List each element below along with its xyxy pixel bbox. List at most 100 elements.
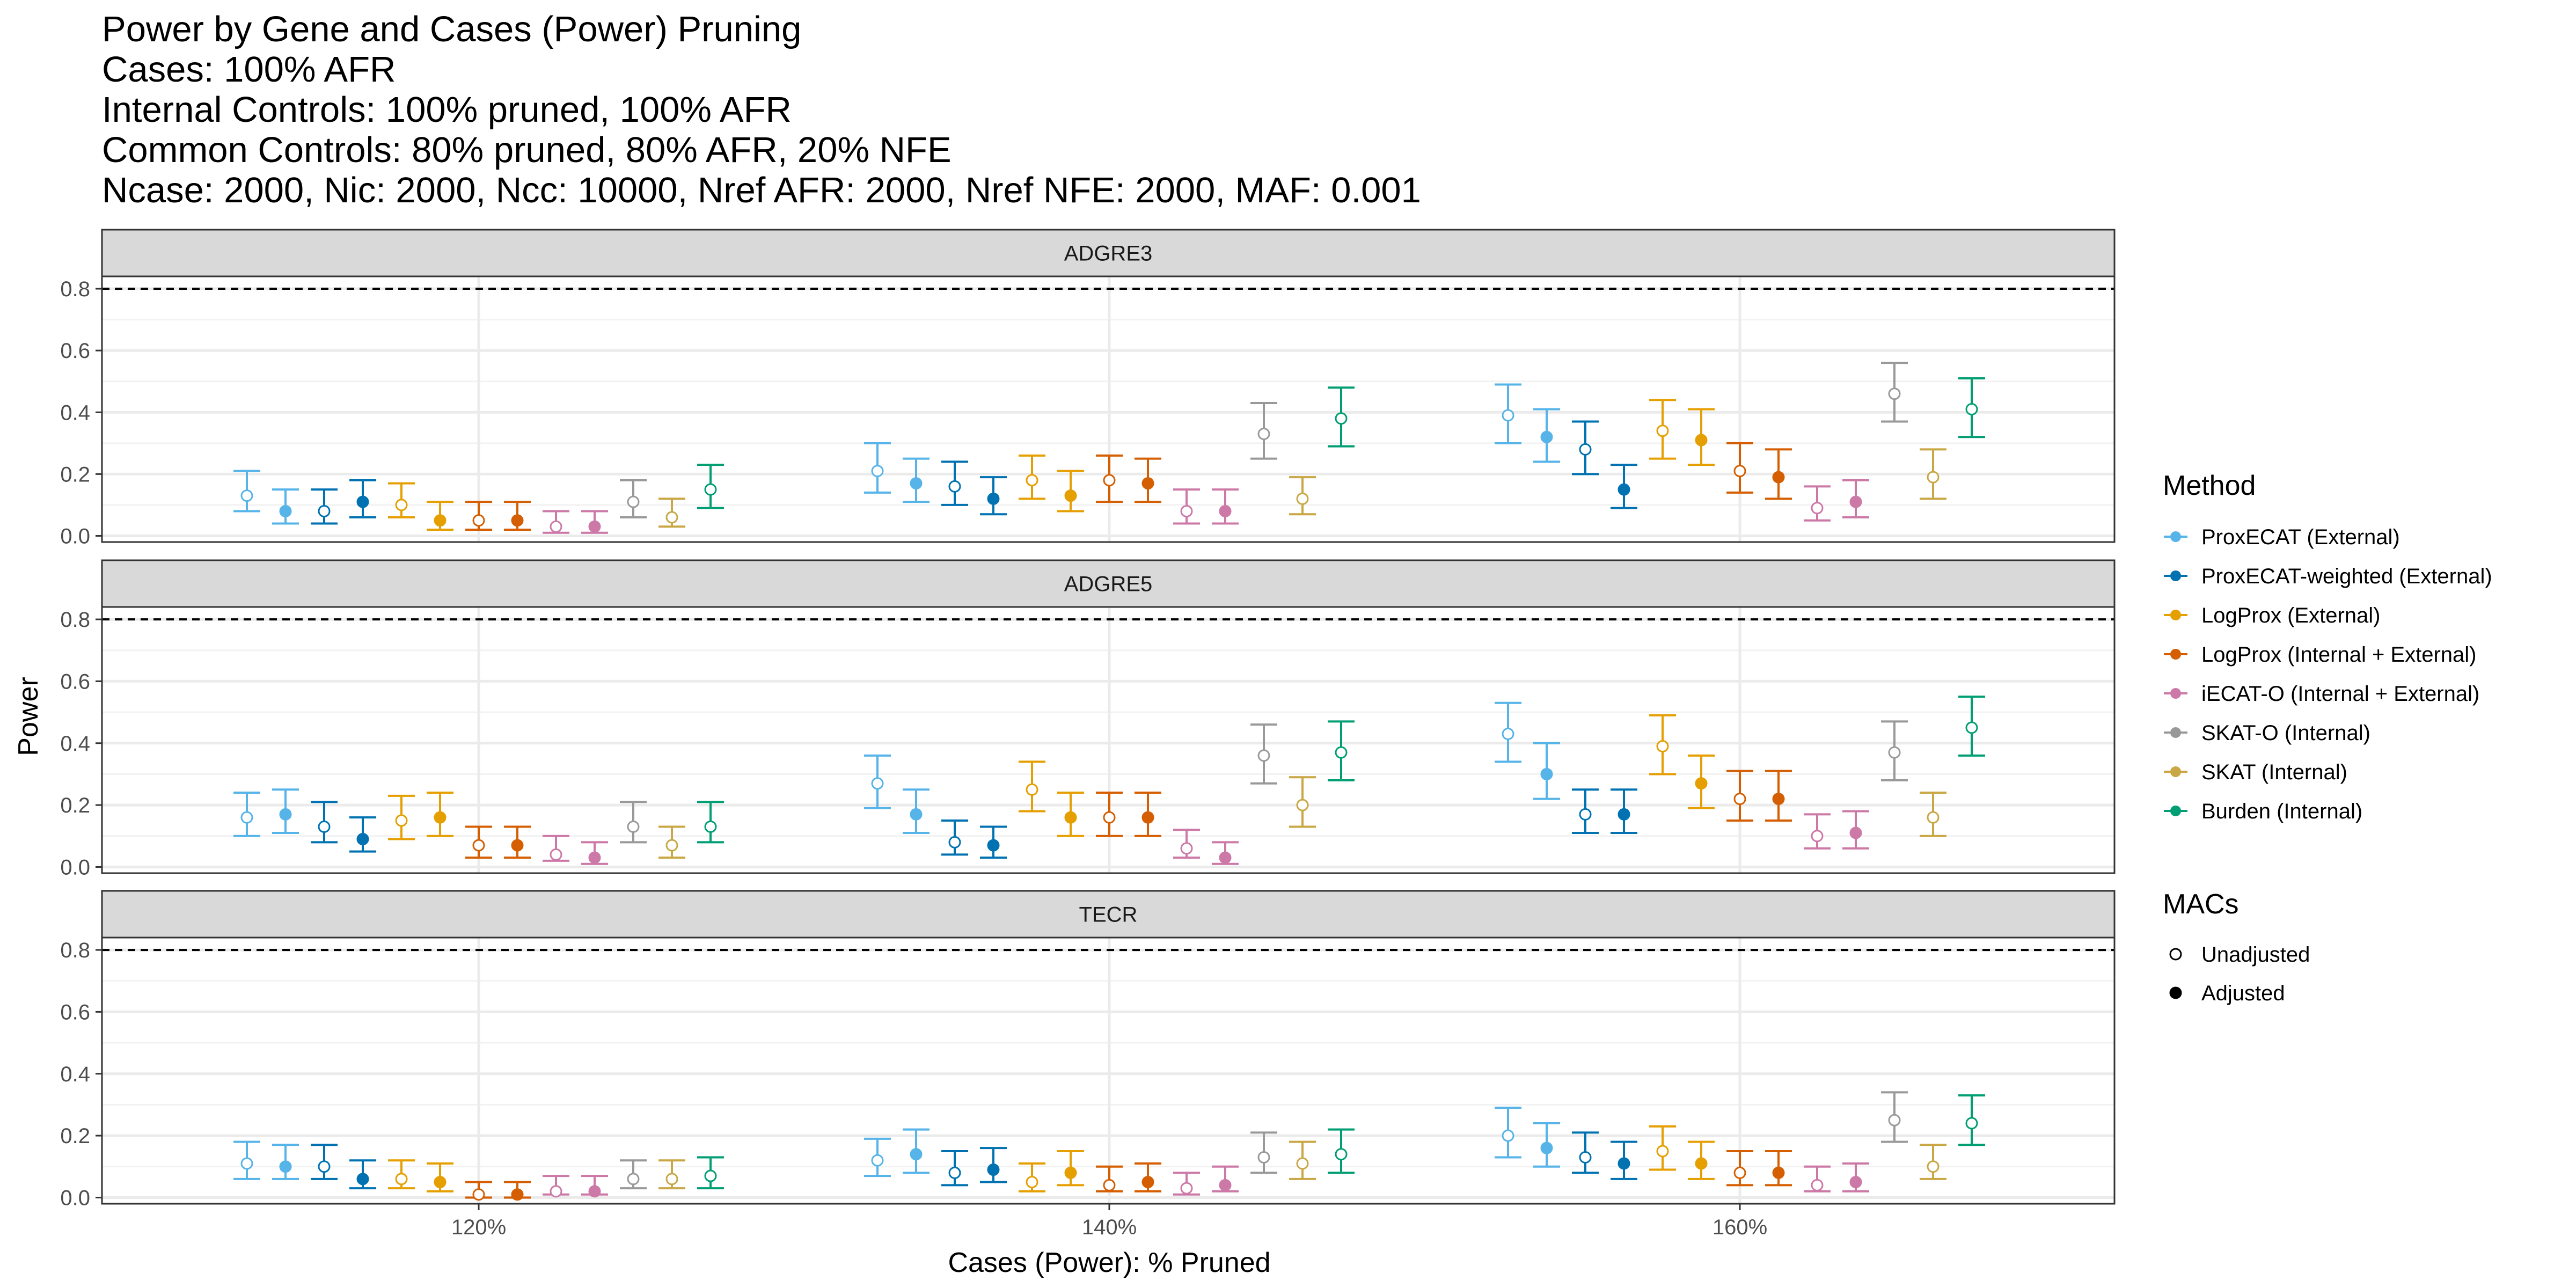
legend-label: SKAT-O (Internal) bbox=[2201, 721, 2370, 745]
errorbar-point bbox=[311, 1144, 338, 1180]
errorbar-point bbox=[233, 792, 260, 837]
point-adjusted bbox=[1219, 851, 1232, 864]
point-adjusted bbox=[588, 1185, 601, 1198]
y-tick-label: 0.6 bbox=[60, 339, 90, 363]
legend-label: Burden (Internal) bbox=[2201, 800, 2362, 823]
point-unadjusted bbox=[948, 1166, 961, 1179]
point-unadjusted bbox=[1180, 504, 1193, 517]
errorbar-point bbox=[1096, 454, 1123, 503]
point-unadjusted bbox=[395, 499, 408, 511]
point-adjusted bbox=[1064, 1166, 1077, 1179]
point-unadjusted bbox=[1579, 443, 1592, 456]
errorbar-point bbox=[1572, 420, 1599, 475]
errorbar-point bbox=[1250, 401, 1277, 460]
errorbar-point bbox=[1250, 1131, 1277, 1174]
legend-label: LogProx (External) bbox=[2201, 604, 2380, 627]
errorbar-point bbox=[581, 1175, 608, 1198]
point-unadjusted bbox=[627, 495, 640, 508]
errorbar-point bbox=[427, 1162, 453, 1192]
point-unadjusted bbox=[1888, 387, 1901, 400]
errorbar-point bbox=[864, 1137, 891, 1177]
point-adjusted bbox=[910, 477, 923, 490]
facet-strip-label: ADGRE3 bbox=[1064, 242, 1153, 266]
point-unadjusted bbox=[1026, 783, 1038, 796]
errorbar-point bbox=[1804, 485, 1831, 522]
title-line-4: Common Controls: 80% pruned, 80% AFR, 20… bbox=[102, 130, 952, 170]
y-tick-label: 0.8 bbox=[60, 939, 90, 962]
errorbar-point bbox=[349, 816, 376, 853]
legend-key-point bbox=[2170, 727, 2181, 738]
errorbar-point bbox=[504, 1181, 531, 1201]
point-adjusted bbox=[1618, 808, 1630, 821]
point-adjusted bbox=[434, 514, 447, 527]
errorbar-point bbox=[1611, 788, 1637, 835]
errorbar-point bbox=[427, 792, 453, 837]
point-unadjusted bbox=[1335, 1148, 1348, 1161]
legend-item-method: ProxECAT-weighted (External) bbox=[2164, 565, 2492, 588]
facet-strip bbox=[101, 229, 2116, 277]
point-adjusted bbox=[1618, 483, 1630, 496]
point-adjusted bbox=[1064, 489, 1077, 502]
legend-label: Unadjusted bbox=[2201, 943, 2310, 967]
point-unadjusted bbox=[1579, 1151, 1592, 1163]
errorbar-point bbox=[1765, 770, 1792, 822]
legend-item-method: SKAT (Internal) bbox=[2164, 760, 2347, 784]
point-unadjusted bbox=[1927, 811, 1940, 824]
errorbar-point bbox=[864, 442, 891, 494]
errorbar-point bbox=[1057, 470, 1084, 513]
errorbar-point bbox=[1611, 464, 1637, 509]
y-tick-label: 0.4 bbox=[60, 1063, 90, 1086]
point-adjusted bbox=[1695, 434, 1708, 447]
point-adjusted bbox=[434, 1176, 447, 1189]
point-unadjusted bbox=[1656, 740, 1669, 753]
errorbar-point bbox=[1688, 1140, 1715, 1180]
point-unadjusted bbox=[1502, 1129, 1514, 1142]
errorbar-point bbox=[311, 488, 338, 525]
errorbar-point bbox=[1495, 1107, 1521, 1159]
point-adjusted bbox=[1540, 430, 1553, 443]
point-unadjusted bbox=[1026, 1176, 1038, 1189]
errorbar-point bbox=[1495, 701, 1521, 763]
panel-border bbox=[101, 606, 2116, 874]
point-adjusted bbox=[1064, 811, 1077, 824]
errorbar-point bbox=[1572, 788, 1599, 835]
point-unadjusted bbox=[1180, 842, 1193, 855]
errorbar-point bbox=[980, 476, 1007, 516]
x-tick-label: 140% bbox=[1082, 1216, 1137, 1239]
facet-strip-label: TECR bbox=[1079, 903, 1138, 927]
errorbar-point bbox=[233, 1140, 260, 1180]
errorbar-point bbox=[1328, 720, 1355, 781]
errorbar-point bbox=[658, 1159, 685, 1190]
errorbar-point bbox=[1765, 448, 1792, 500]
point-unadjusted bbox=[1965, 403, 1978, 415]
errorbar-point bbox=[1289, 476, 1316, 516]
errorbar-point bbox=[1533, 1122, 1560, 1168]
y-axis-title: Power bbox=[13, 677, 44, 756]
errorbar-point bbox=[1688, 408, 1715, 466]
legend-item-macs: Unadjusted bbox=[2169, 943, 2310, 967]
point-adjusted bbox=[1618, 1157, 1630, 1170]
title-line-2: Cases: 100% AFR bbox=[102, 49, 396, 90]
point-unadjusted bbox=[1296, 1157, 1309, 1170]
point-adjusted bbox=[1772, 793, 1785, 806]
legend: Method ProxECAT (External) ProxECAT-weight… bbox=[2163, 470, 2492, 1005]
point-unadjusted bbox=[1296, 799, 1309, 811]
errorbar-point bbox=[1019, 454, 1045, 500]
point-unadjusted bbox=[704, 820, 717, 833]
point-adjusted bbox=[279, 1160, 292, 1173]
point-unadjusted bbox=[627, 1173, 640, 1185]
point-adjusted bbox=[1540, 1141, 1553, 1154]
errorbar-point bbox=[504, 501, 531, 531]
panel-border bbox=[101, 936, 2116, 1205]
point-unadjusted bbox=[1656, 425, 1669, 437]
point-unadjusted bbox=[318, 504, 331, 517]
title-line-1: Power by Gene and Cases (Power) Pruning bbox=[102, 9, 801, 49]
legend-item-method: Burden (Internal) bbox=[2164, 800, 2362, 823]
y-tick-label: 0.2 bbox=[60, 794, 90, 817]
title-line-3: Internal Controls: 100% pruned, 100% AFR bbox=[102, 90, 792, 130]
legend-item-method: LogProx (External) bbox=[2164, 604, 2380, 627]
errorbar-point bbox=[658, 497, 685, 528]
errorbar-point bbox=[465, 501, 492, 531]
errorbar-point bbox=[697, 801, 724, 844]
